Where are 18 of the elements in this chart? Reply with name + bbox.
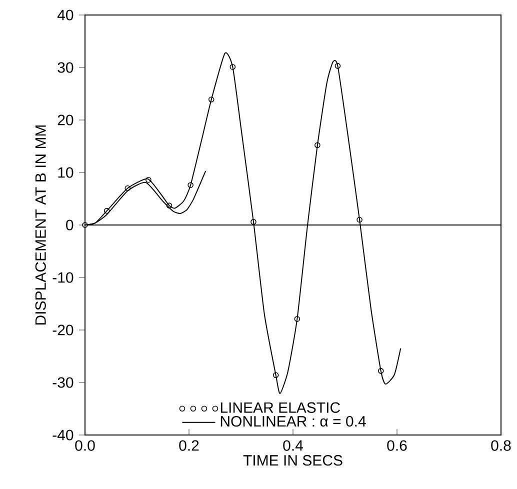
x-axis-title: TIME IN SECS	[243, 455, 342, 466]
x-tick-label: 0.4	[283, 440, 303, 451]
y-tick-label: 0	[66, 220, 74, 230]
x-tick-label: 0.8	[491, 440, 511, 451]
y-tick-label: 20	[58, 114, 74, 126]
y-tick-label: -30	[52, 377, 74, 388]
y-axis-title: DISPLACEMENT AT B IN MM	[35, 126, 46, 324]
y-tick-label: 40	[57, 10, 74, 20]
x-tick-label: 0.6	[387, 440, 407, 451]
y-tick-label: -20	[52, 324, 74, 336]
y-tick-label: -10	[52, 272, 74, 283]
y-tick-label: 30	[58, 62, 74, 73]
y-tick-label: 10	[58, 167, 74, 178]
legend-label: LINEAR ELASTIC	[220, 402, 340, 413]
legend-label: NONLINEAR : α = 0.4	[220, 416, 366, 427]
x-tick-label: 0.2	[179, 440, 199, 451]
x-tick-label: 0.0	[75, 440, 95, 451]
y-tick-label: -40	[52, 430, 74, 440]
